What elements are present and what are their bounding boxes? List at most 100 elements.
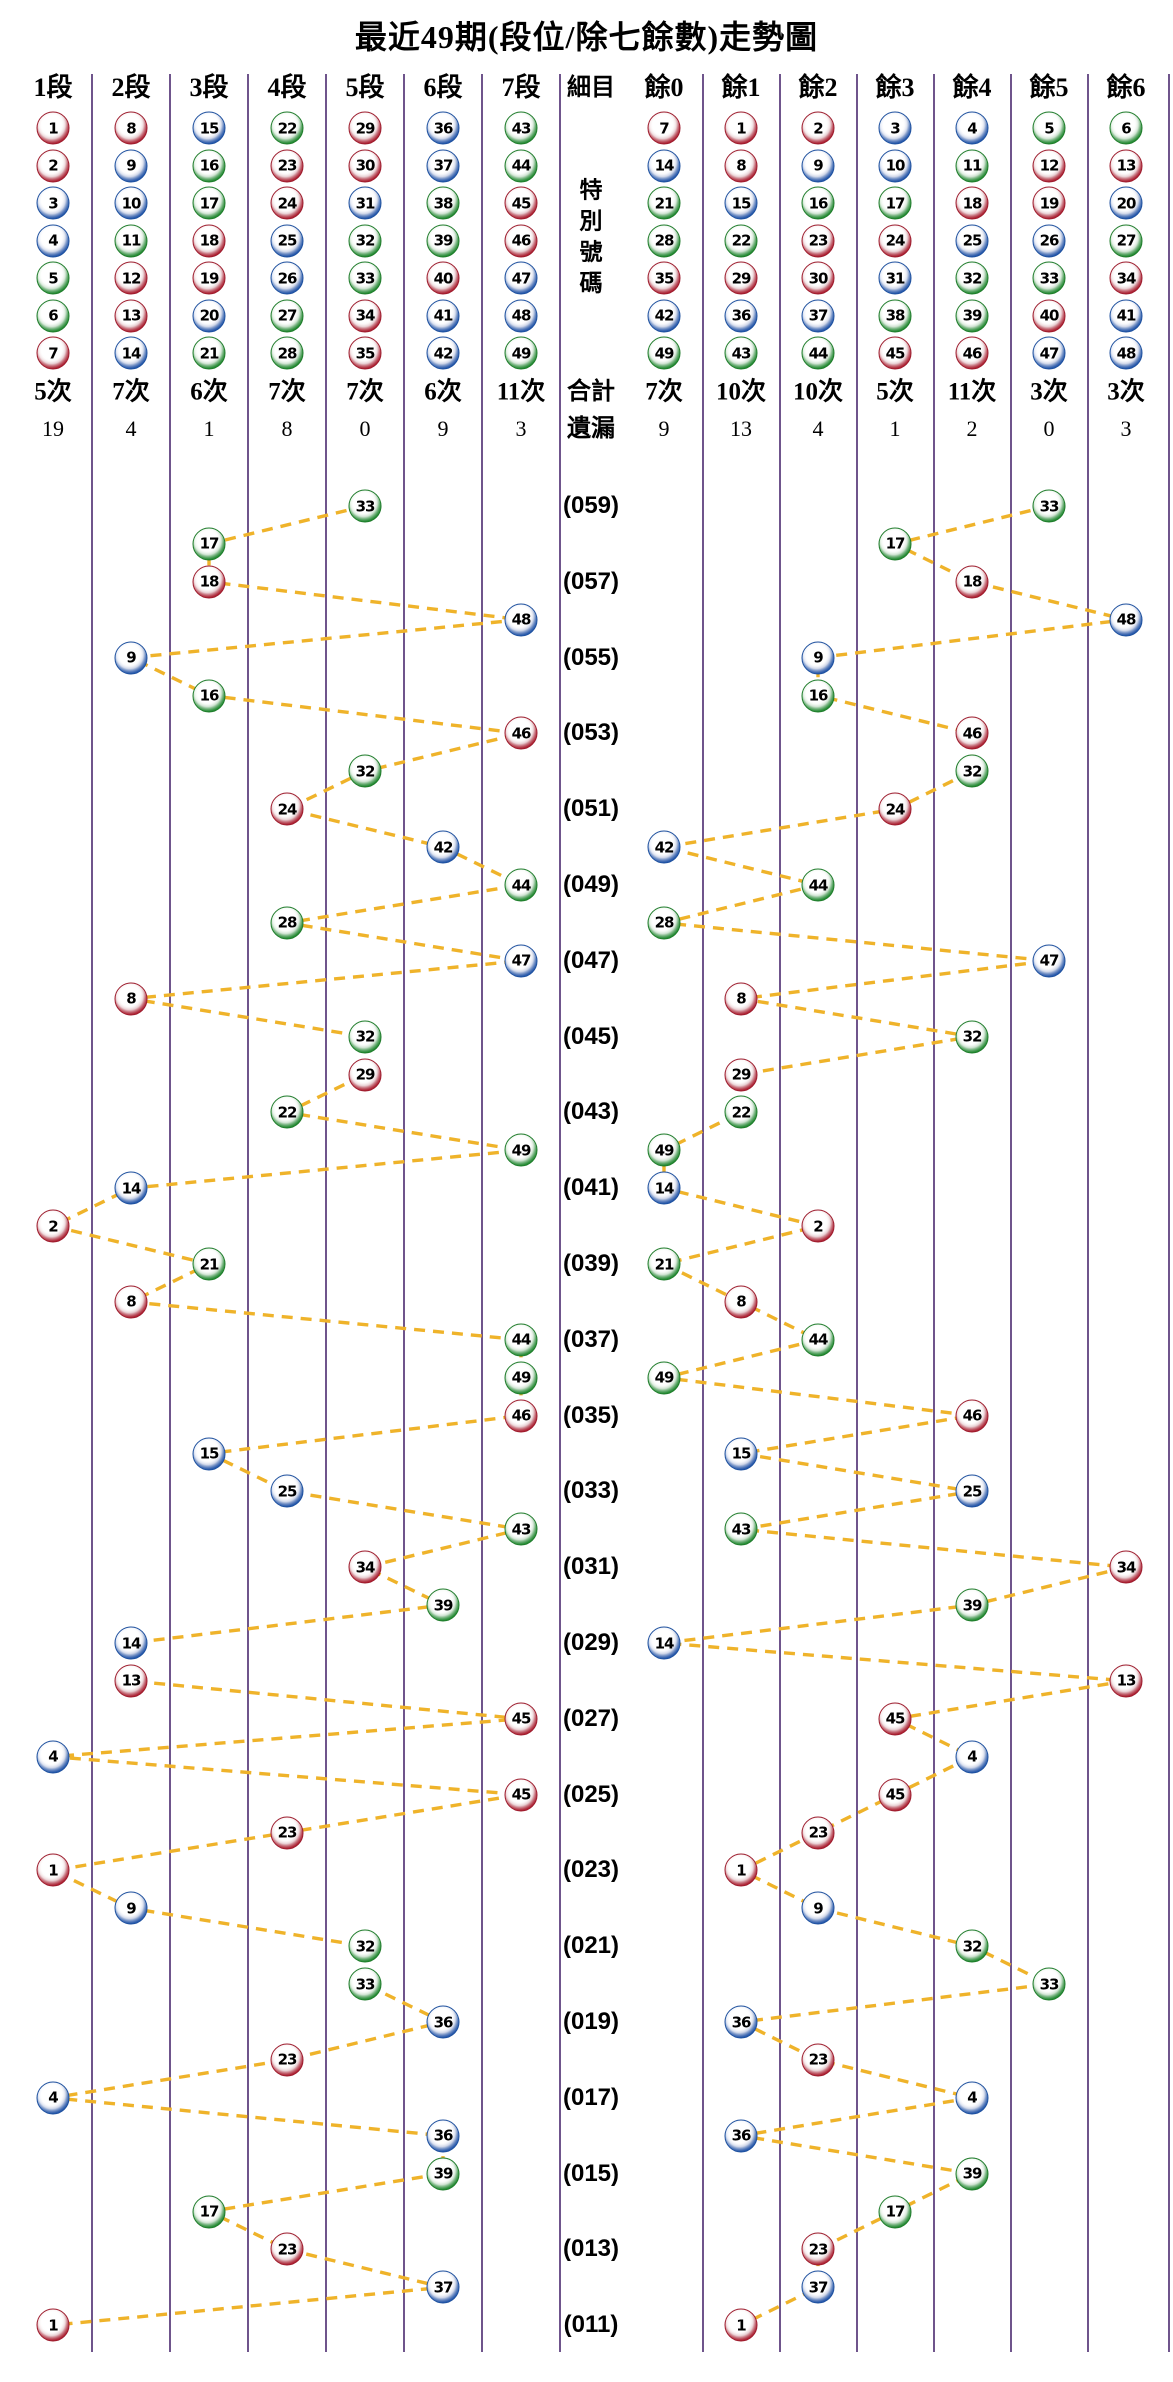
chart-ball-segment: 1 [36, 1853, 70, 1887]
chart-ball-segment: 45 [504, 1778, 538, 1812]
header-ball: 28 [647, 224, 681, 257]
header-ball: 5 [36, 261, 70, 295]
header-ball: 19 [192, 261, 226, 295]
chart-ball-segment: 47 [504, 944, 538, 978]
header-ball: 24 [270, 186, 304, 220]
chart-ball-remainder: 18 [955, 565, 989, 599]
period-label: (023) [562, 1856, 620, 1884]
header-ball: 41 [1109, 299, 1143, 332]
chart-ball-remainder: 34 [1109, 1550, 1143, 1584]
chart-ball-segment: 32 [348, 754, 382, 788]
chart-ball-segment: 36 [426, 2119, 460, 2153]
header-ball: 9 [114, 149, 148, 182]
header-ball: 43 [504, 111, 538, 145]
count-label-rem-4: 11次 [947, 378, 997, 406]
chart-ball-remainder: 25 [955, 1474, 989, 1508]
chart-ball-remainder: 45 [878, 1778, 912, 1812]
miss-value-seg-0: 19 [42, 416, 64, 441]
column-title-rem-4: 餘4 [952, 73, 992, 102]
chart-ball-segment: 9 [114, 1891, 148, 1925]
chart-ball-segment: 39 [426, 1588, 460, 1622]
header-ball: 27 [1109, 224, 1143, 257]
chart-ball-remainder: 48 [1109, 603, 1143, 637]
header-ball: 19 [1032, 186, 1066, 220]
chart-ball-remainder: 32 [955, 1929, 989, 1963]
chart-ball-segment: 23 [270, 2043, 304, 2077]
header-ball: 1 [36, 111, 70, 145]
header-ball: 27 [270, 299, 304, 332]
chart-ball-remainder: 15 [724, 1437, 758, 1470]
period-label: (033) [562, 1477, 620, 1505]
count-label-seg-1: 7次 [112, 378, 150, 406]
count-label-seg-0: 5次 [34, 378, 72, 406]
chart-ball-segment: 33 [348, 489, 382, 523]
header-ball: 39 [955, 299, 989, 332]
header-ball: 5 [1032, 111, 1066, 145]
header-ball: 12 [114, 261, 148, 295]
header-ball: 17 [878, 186, 912, 220]
chart-ball-remainder: 32 [955, 754, 989, 788]
column-title-rem-2: 餘2 [798, 73, 838, 102]
chart-ball-segment: 37 [426, 2270, 460, 2304]
column-title-seg-0: 1段 [33, 73, 73, 102]
header-ball: 8 [724, 149, 758, 182]
chart-ball-segment: 4 [36, 1740, 70, 1774]
header-ball: 11 [114, 224, 148, 257]
column-title-seg-3: 4段 [267, 73, 307, 102]
header-ball: 4 [36, 224, 70, 257]
count-label-seg-5: 6次 [424, 378, 462, 406]
period-label: (019) [562, 2008, 620, 2035]
chart-ball-remainder: 44 [801, 868, 835, 902]
count-label-rem-3: 5次 [876, 378, 914, 406]
chart-ball-remainder: 23 [801, 1816, 835, 1849]
chart-ball-remainder: 32 [955, 1020, 989, 1054]
period-label: (015) [562, 2159, 620, 2187]
chart-ball-remainder: 1 [724, 1853, 758, 1887]
header-ball: 10 [878, 149, 912, 182]
count-label-seg-6: 11次 [496, 378, 546, 406]
period-label: (031) [562, 1553, 620, 1581]
header-ball: 14 [114, 336, 148, 370]
center-detail-label: 細目 [567, 75, 615, 101]
chart-ball-segment: 46 [504, 1399, 538, 1433]
chart-ball-remainder: 22 [724, 1095, 758, 1129]
header-ball: 34 [348, 299, 382, 332]
header-ball: 44 [504, 149, 538, 182]
column-title-rem-3: 餘3 [875, 73, 915, 102]
period-label: (017) [562, 2083, 620, 2111]
count-label-rem-6: 3次 [1107, 378, 1145, 406]
header-ball: 17 [192, 186, 226, 220]
special-number-vertical-label: 號 [579, 239, 603, 265]
period-label: (041) [562, 1174, 620, 1202]
header-ball: 49 [647, 336, 681, 370]
chart-ball-segment: 8 [114, 1285, 148, 1319]
header-ball: 22 [724, 224, 758, 257]
header-ball: 33 [1032, 261, 1066, 295]
miss-value-seg-5: 9 [437, 416, 449, 441]
header-ball: 26 [1032, 224, 1066, 257]
chart-ball-segment: 21 [192, 1247, 226, 1281]
header-ball: 18 [955, 186, 989, 220]
column-title-seg-6: 7段 [501, 73, 541, 102]
chart-ball-remainder: 14 [647, 1171, 681, 1205]
chart-ball-segment: 9 [114, 641, 148, 675]
chart-ball-segment: 44 [504, 1323, 538, 1357]
chart-ball-remainder: 8 [724, 1285, 758, 1319]
chart-ball-segment: 32 [348, 1929, 382, 1963]
chart-ball-remainder: 23 [801, 2043, 835, 2077]
column-title-rem-1: 餘1 [721, 73, 761, 102]
chart-ball-remainder: 36 [724, 2005, 758, 2039]
chart-ball-remainder: 23 [801, 2232, 835, 2266]
chart-ball-segment: 15 [192, 1437, 226, 1470]
header-ball: 33 [348, 261, 382, 295]
header-ball: 44 [801, 336, 835, 370]
header-ball: 36 [724, 299, 758, 332]
chart-ball-remainder: 46 [955, 716, 989, 750]
header-ball: 2 [801, 111, 835, 145]
period-label: (039) [562, 1250, 620, 1277]
chart-ball-remainder: 9 [801, 641, 835, 675]
chart-ball-remainder: 47 [1032, 944, 1066, 978]
chart-ball-remainder: 4 [955, 1740, 989, 1774]
count-label-seg-2: 6次 [190, 378, 228, 406]
chart-ball-remainder: 42 [647, 830, 681, 864]
